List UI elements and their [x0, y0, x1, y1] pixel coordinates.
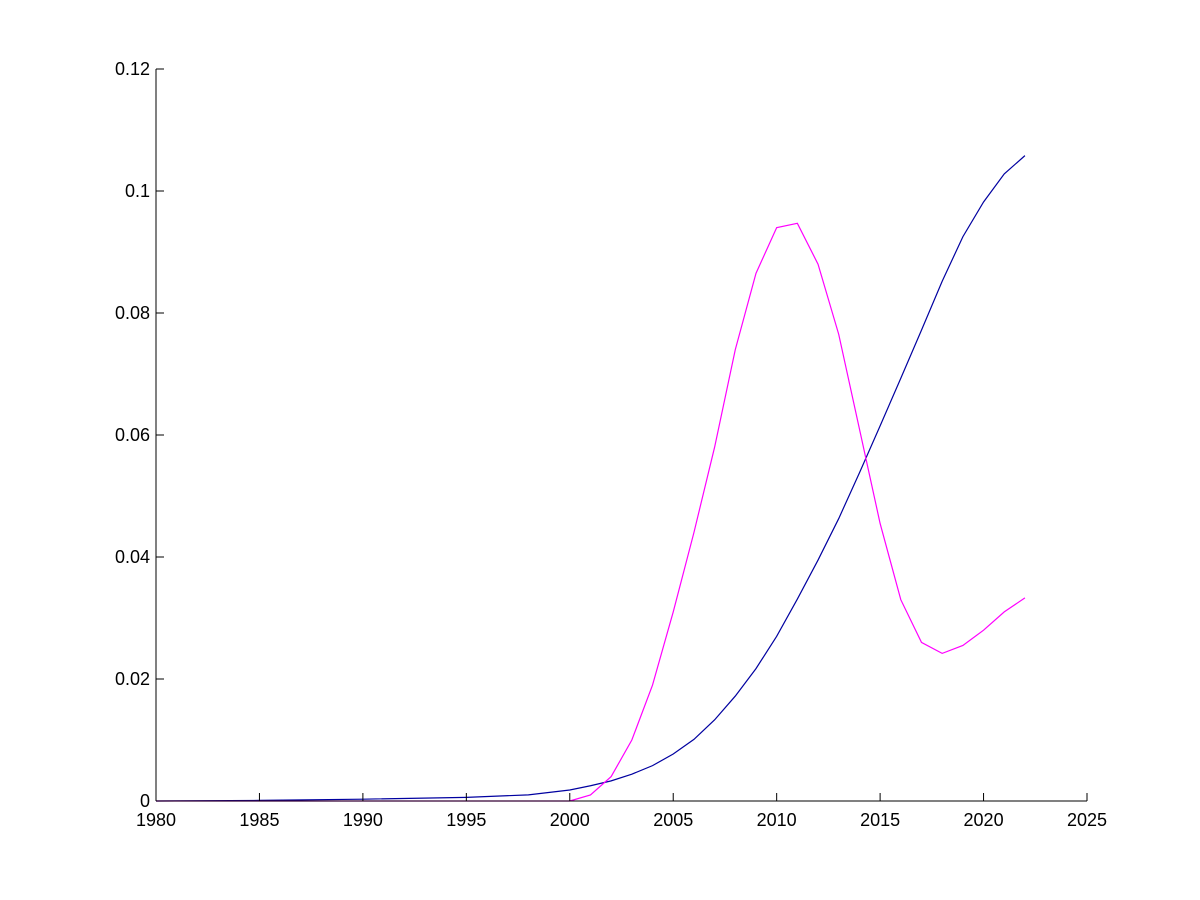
x-tick-label: 1995	[446, 810, 486, 830]
x-tick-label: 2025	[1067, 810, 1107, 830]
x-tick-label: 2000	[550, 810, 590, 830]
x-tick-label: 1990	[343, 810, 383, 830]
y-tick-label: 0.1	[125, 181, 150, 201]
x-tick-label: 2015	[860, 810, 900, 830]
series-line-1	[155, 155, 1026, 802]
y-tick-label: 0.12	[115, 59, 150, 79]
y-tick-label: 0.08	[115, 303, 150, 323]
series-line-2	[156, 222, 1026, 802]
axes-layer: 1980 1985 1990 1995 2000 2005 2010 2015 2020 2025…	[115, 59, 1107, 830]
x-tick-label: 2010	[757, 810, 797, 830]
y-tick-label: 0.06	[115, 425, 150, 445]
y-tick-label: 0.02	[115, 669, 150, 689]
x-tick-label: 1980	[136, 810, 176, 830]
x-tick-label: 1985	[239, 810, 279, 830]
series-layer	[155, 155, 1026, 802]
y-tick-label: 0	[140, 791, 150, 811]
x-tick-label: 2005	[653, 810, 693, 830]
x-tick-label: 2020	[964, 810, 1004, 830]
y-tick-label: 0.04	[115, 547, 150, 567]
